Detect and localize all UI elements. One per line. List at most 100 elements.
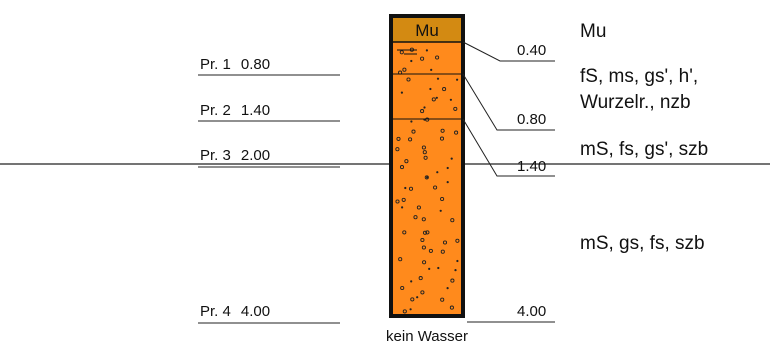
sand-dot [442,87,447,92]
boundary-depth-2: 0.80 [517,111,546,128]
sand-dot [440,249,445,254]
sand-dot [431,97,436,102]
sand-dot [436,77,440,80]
sand-dot [410,120,413,123]
sand-dot [437,266,440,270]
sand-dot [409,308,412,311]
sand-dot [408,186,414,191]
sand-dot [422,260,427,265]
sand-dot [456,78,459,81]
sand-dot [398,257,403,262]
sand-dot [424,175,429,180]
sand-dot [430,68,433,71]
sand-dot [395,199,400,204]
sand-dot [401,206,404,209]
sand-dot [449,98,452,101]
layer-description-3: mS, fs, gs', szb [580,139,708,160]
sand-dot [439,136,445,141]
sample-label-4: Pr. 4 4.00 [200,303,270,320]
sand-dot [413,215,418,220]
sand-dot [402,309,407,314]
sand-dot [423,106,426,109]
sand-dot [396,136,401,141]
sand-dot [410,59,413,63]
sand-dot [433,185,438,190]
column-label: Mu [415,21,439,40]
sample-label-1: Pr. 1 0.80 [200,56,270,73]
boundary-connector-1 [462,41,555,62]
sand-dot [435,55,440,60]
sand-dot [429,87,432,91]
sand-dot [416,205,421,210]
sand-dot [401,197,406,202]
sand-dot [456,259,459,263]
sample-label-2: Pr. 2 1.40 [200,102,270,119]
sand-dot [420,237,425,243]
sand-dot [454,269,457,272]
sand-dot [411,129,416,134]
sand-dot [442,240,448,245]
sand-dot [450,278,455,283]
boundary-depth-1: 0.40 [517,42,546,59]
sand-dot [436,171,439,174]
sand-dot [425,230,430,235]
sand-dot [402,67,407,72]
sand-dot [440,128,445,133]
sand-dot [454,130,459,135]
sand-dot [428,267,431,270]
sand-dot [439,209,442,212]
sand-dot [420,56,425,61]
sand-dot [410,280,413,283]
sand-dot [449,305,454,310]
topsoil-layer [391,16,463,42]
layer-description-2-line2: Wurzelr., nzb [580,92,691,113]
sand-dot [410,297,415,302]
sand-dot [453,106,458,111]
sand-dot [421,217,426,222]
sand-dot [404,186,407,190]
sand-dot [440,297,445,302]
sand-dot-pattern [395,47,460,314]
sand-dot [399,50,404,55]
sand-dot [395,147,400,152]
sand-dot [428,248,433,253]
sand-dot [420,290,425,295]
sand-dot [422,150,427,155]
sand-dot [426,176,429,179]
sand-dot [420,109,425,114]
sand-dot [425,117,430,122]
sand-dot [425,49,428,52]
sand-dot [440,196,445,202]
sand-dot [450,218,455,223]
sand-dot [455,238,460,243]
sand-dot [421,245,426,250]
sand-dot [446,166,449,170]
sand-dot [446,287,449,290]
sand-dot [400,285,405,291]
sand-dot [418,276,423,281]
sand-dot [423,155,428,160]
layer-description-2: fS, ms, gs', h', [580,66,698,87]
sand-dot [404,159,409,164]
boundary-connector-3 [462,118,555,177]
water-note: kein Wasser [386,328,468,345]
sand-dot [402,230,407,235]
layer-description-1: Mu [580,21,606,42]
sand-dot [421,145,426,150]
sample-label-3: Pr. 3 2.00 [200,147,270,164]
sand-dot [400,91,403,94]
column-outline [389,14,465,318]
sand-dot [435,96,438,99]
layer-description-4: mS, gs, fs, szb [580,233,705,254]
boundary-depth-4: 4.00 [517,303,546,320]
sand-dot [416,296,419,299]
sand-dot [450,157,453,160]
sand-dot [422,230,428,235]
boundary-depth-3: 1.40 [517,158,546,175]
sand-dot [408,137,413,142]
boundary-connector-2 [462,73,555,131]
sand-dot [399,165,405,170]
sand-dot [406,77,411,82]
